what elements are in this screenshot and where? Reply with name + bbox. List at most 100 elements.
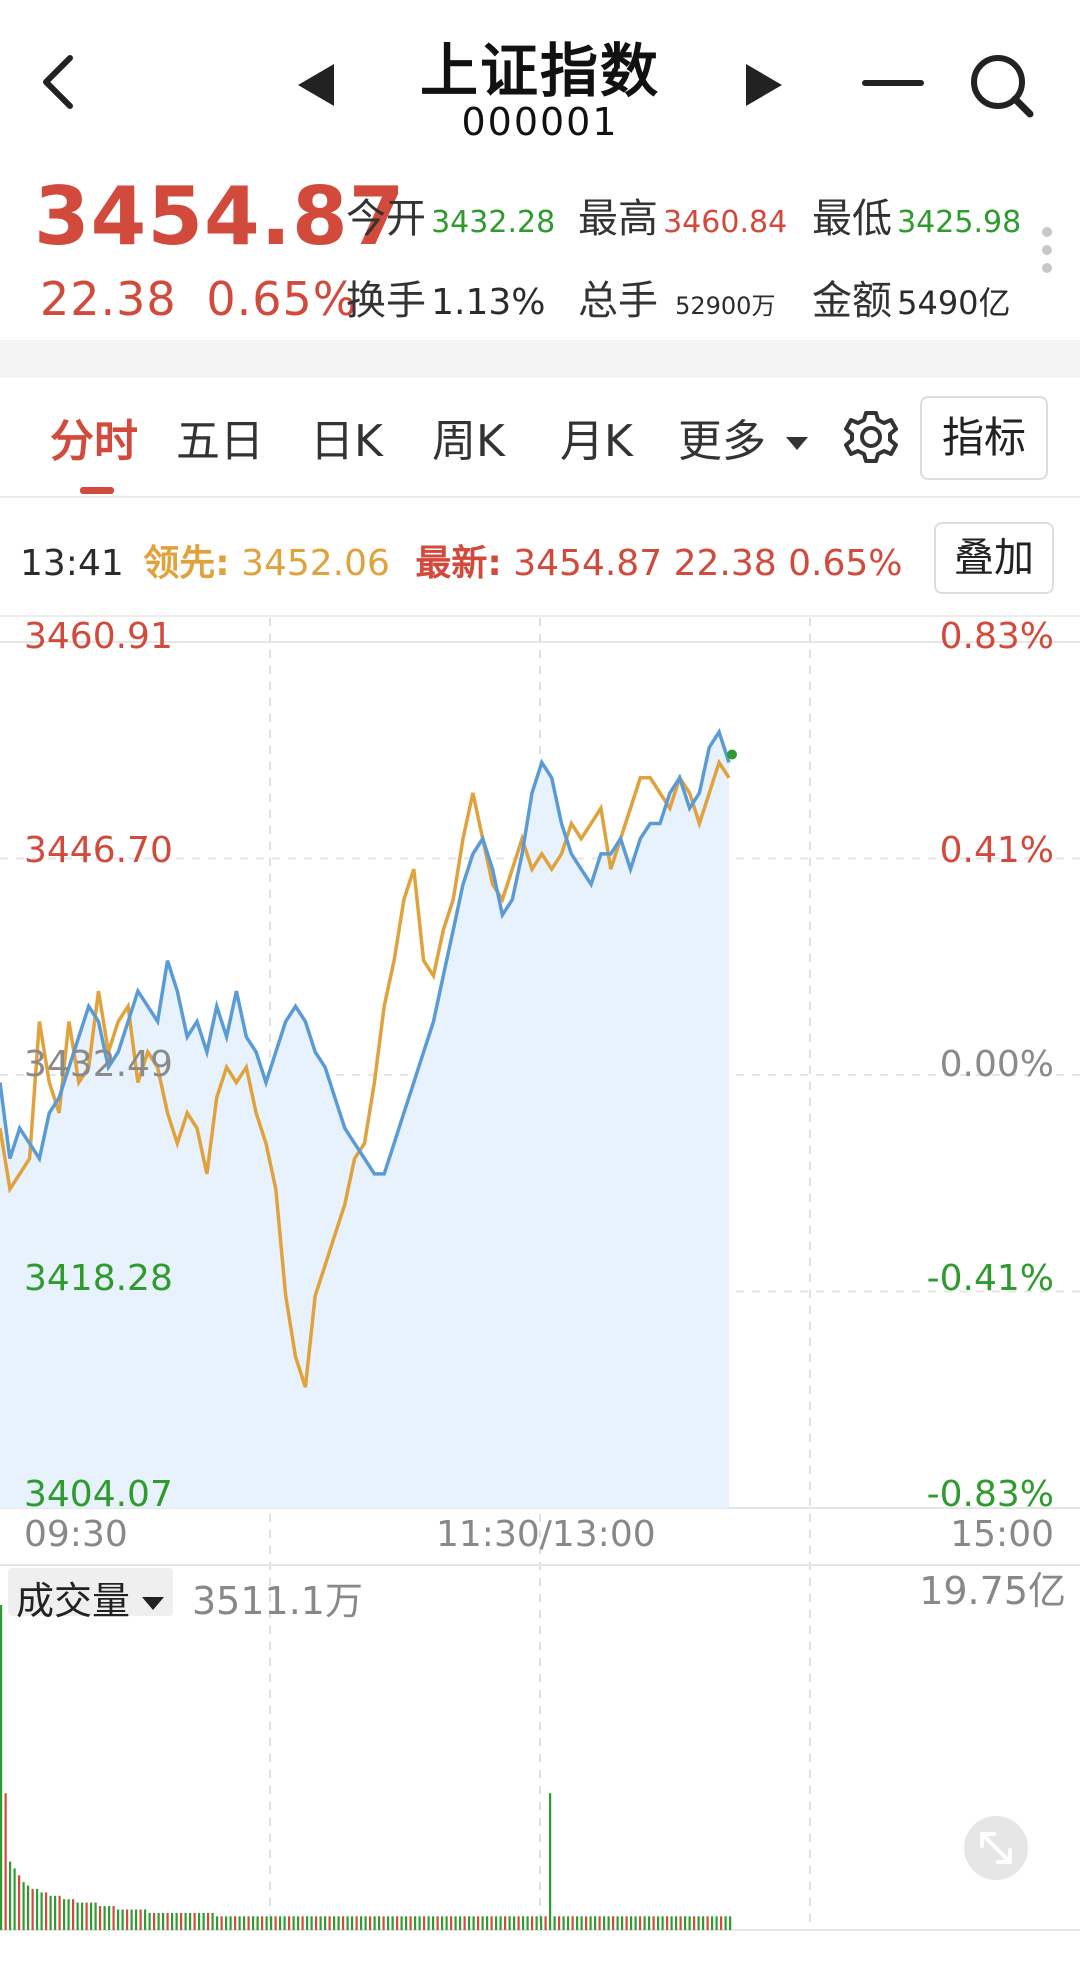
volume-bar: [153, 1912, 156, 1930]
volume-value: 52900万: [675, 292, 776, 320]
volume-bar: [166, 1912, 169, 1930]
y-right-label: 0.00%: [939, 1044, 1054, 1085]
tab-intraday[interactable]: 分时: [50, 416, 138, 467]
volume-bar: [72, 1899, 75, 1930]
price-change: 22.38 0.65%: [40, 272, 357, 326]
volume-bar: [189, 1912, 192, 1930]
volume-bar: [418, 1916, 421, 1930]
tab-five-day[interactable]: 五日: [176, 416, 264, 467]
volume-bar: [558, 1916, 561, 1930]
volume-selector-text[interactable]: 成交量: [16, 1570, 165, 1625]
change-amount: 22.38: [40, 272, 177, 326]
latest-value: 3454.87: [513, 543, 663, 584]
volume-bar: [112, 1906, 115, 1930]
volume-bar: [544, 1916, 547, 1930]
volume-bar: [126, 1909, 129, 1930]
overlay-button[interactable]: 叠加: [934, 522, 1054, 594]
volume-bar: [540, 1916, 543, 1930]
high-stat: 最高 3460.84: [578, 186, 787, 244]
volume-bar: [292, 1916, 295, 1930]
volume-bar: [4, 1793, 7, 1930]
gear-icon[interactable]: [842, 408, 900, 466]
intraday-chart[interactable]: [0, 617, 1080, 1937]
volume-bar: [216, 1916, 219, 1930]
volume-bar: [81, 1902, 84, 1930]
volume-bar: [193, 1912, 196, 1930]
volume-bar: [517, 1916, 520, 1930]
volume-bar: [549, 1793, 552, 1930]
volume-bar: [351, 1916, 354, 1930]
volume-bar: [144, 1909, 147, 1930]
volume-bar: [198, 1912, 201, 1930]
volume-bar: [49, 1895, 52, 1930]
volume-bar: [405, 1916, 408, 1930]
volume-bar: [625, 1916, 628, 1930]
volume-bar: [589, 1916, 592, 1930]
volume-bar: [58, 1895, 61, 1930]
previous-stock-icon[interactable]: [296, 62, 336, 108]
volume-bar: [594, 1916, 597, 1930]
volume-bar: [697, 1916, 700, 1930]
volume-bar: [459, 1916, 462, 1930]
volume-bar: [252, 1916, 255, 1930]
volume-bar: [387, 1916, 390, 1930]
volume-bars: [0, 1605, 732, 1930]
volume-bar: [481, 1916, 484, 1930]
volume-bar: [121, 1909, 124, 1930]
y-right-label: 0.41%: [939, 830, 1054, 871]
volume-bar: [360, 1916, 363, 1930]
volume-bar: [729, 1916, 732, 1930]
y-right-label: -0.41%: [926, 1258, 1054, 1299]
top-bar: 上证指数 000001: [0, 0, 1080, 170]
volume-bar: [337, 1916, 340, 1930]
back-arrow-icon[interactable]: [38, 52, 78, 112]
y-left-label: 3460.91: [24, 616, 173, 657]
amount-value: 5490亿: [897, 284, 1011, 322]
price-area-fill: [0, 732, 729, 1508]
volume-stat: 总手 52900万: [578, 268, 775, 326]
volume-bar: [454, 1916, 457, 1930]
search-icon[interactable]: [968, 52, 1034, 118]
tab-weekly-k[interactable]: 周K: [432, 416, 505, 467]
volume-bar: [553, 1916, 556, 1930]
amount-stat: 金额 5490亿: [812, 268, 1011, 326]
next-stock-icon[interactable]: [744, 62, 784, 108]
volume-bar: [391, 1916, 394, 1930]
indicator-button[interactable]: 指标: [920, 396, 1048, 480]
fullscreen-button[interactable]: [964, 1816, 1028, 1880]
volume-bar: [229, 1916, 232, 1930]
tab-more[interactable]: 更多: [678, 405, 808, 469]
volume-bar: [720, 1916, 723, 1930]
volume-bar: [715, 1916, 718, 1930]
volume-bar: [477, 1916, 480, 1930]
lead-line: [0, 758, 731, 1388]
volume-bar: [202, 1912, 205, 1930]
volume-bar: [243, 1916, 246, 1930]
volume-bar: [679, 1916, 682, 1930]
volume-bar: [652, 1916, 655, 1930]
volume-bar: [450, 1916, 453, 1930]
latest-percent: 0.65%: [788, 543, 903, 584]
volume-bar: [607, 1916, 610, 1930]
volume-bar: [148, 1912, 151, 1930]
volume-bar: [31, 1888, 34, 1930]
volume-bar: [603, 1916, 606, 1930]
volume-bar: [711, 1916, 714, 1930]
volume-bar: [648, 1916, 651, 1930]
volume-selector[interactable]: [8, 1568, 173, 1616]
volume-bar: [274, 1916, 277, 1930]
tab-more-label: 更多: [678, 416, 766, 467]
tab-monthly-k[interactable]: 月K: [560, 416, 633, 467]
volume-bar: [9, 1861, 12, 1930]
current-price: 3454.87: [34, 170, 406, 263]
tab-daily-k[interactable]: 日K: [310, 416, 383, 467]
volume-bar: [162, 1912, 165, 1930]
expand-icon: [980, 1832, 1012, 1864]
volume-bar: [661, 1916, 664, 1930]
minimize-icon[interactable]: [862, 78, 926, 90]
volume-bar: [616, 1916, 619, 1930]
volume-bar: [706, 1916, 709, 1930]
more-vertical-icon[interactable]: [1040, 226, 1054, 274]
y-left-label: 3432.49: [24, 1044, 173, 1085]
stock-code: 000001: [461, 100, 619, 144]
